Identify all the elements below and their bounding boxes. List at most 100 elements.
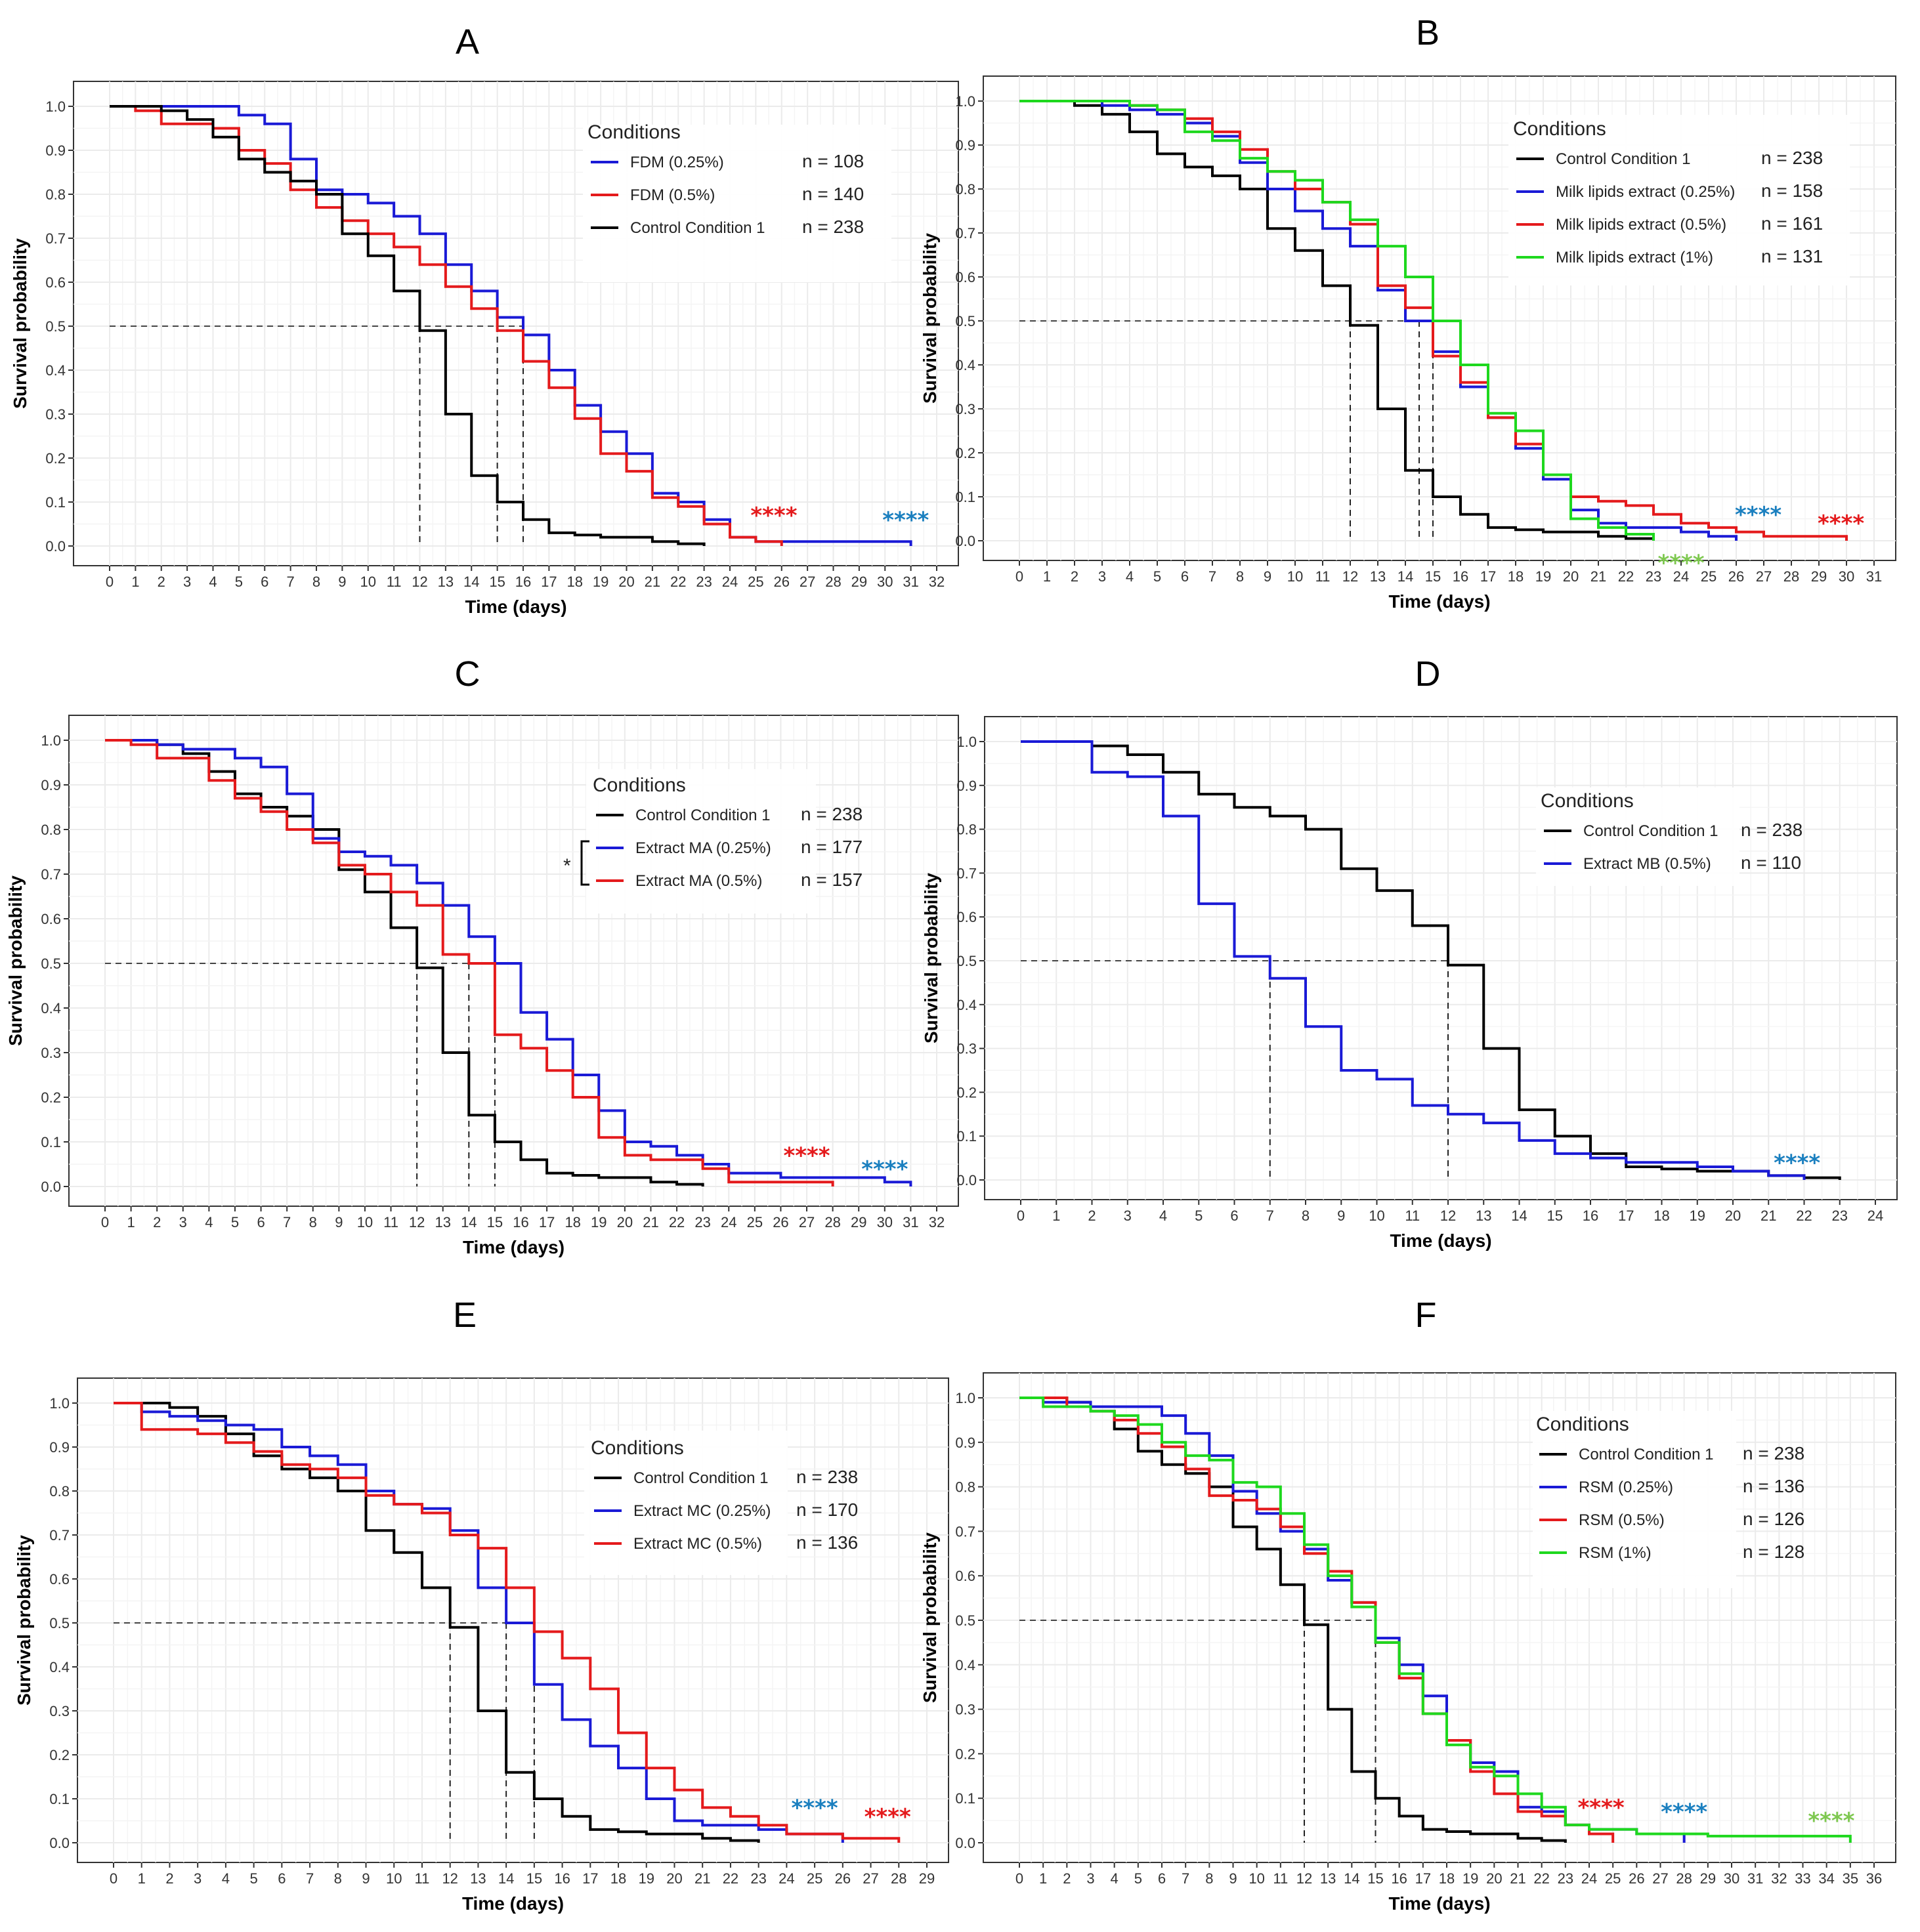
y-tick-label: 0.8 <box>49 1483 70 1500</box>
panel-letter: E <box>453 1295 477 1335</box>
y-tick-label: 0.5 <box>955 313 975 329</box>
x-tick-label: 2 <box>153 1214 161 1230</box>
x-tick-label: 21 <box>1760 1208 1776 1224</box>
x-tick-label: 7 <box>283 1214 291 1230</box>
x-tick-label: 26 <box>774 574 790 590</box>
x-tick-label: 28 <box>1783 568 1799 585</box>
y-tick-label: 0.4 <box>41 1000 61 1017</box>
y-axis-label: Survival probability <box>920 1532 940 1703</box>
x-tick-label: 17 <box>1618 1208 1634 1224</box>
y-tick-label: 0.3 <box>49 1703 70 1719</box>
x-axis-label: Time (days) <box>1388 591 1490 612</box>
significance-stars: **** <box>1578 1795 1625 1821</box>
x-tick-label: 1 <box>131 574 139 590</box>
panel-f: F0 1 2 3 4 5 6 7 8 9 10 11 12 13 14 15 16 17 18 19 20 21 22 23 2… <box>920 1295 1896 1914</box>
significance-stars: **** <box>1661 1799 1707 1826</box>
survival-curve <box>1019 100 1848 541</box>
y-tick-label: 0.0 <box>45 538 66 555</box>
survival-curve <box>1021 740 1806 1180</box>
x-tick-label: 23 <box>750 1870 766 1887</box>
y-tick-label: 0.9 <box>41 777 61 793</box>
x-tick-label: 19 <box>1690 1208 1705 1224</box>
x-tick-label: 29 <box>919 1870 935 1887</box>
y-tick-label: 0.6 <box>955 1568 975 1584</box>
x-tick-label: 16 <box>515 574 531 590</box>
x-tick-label: 21 <box>694 1870 710 1887</box>
legend-background <box>583 125 891 282</box>
legend-n: n = 238 <box>802 217 864 237</box>
panel-letter: F <box>1415 1295 1437 1335</box>
x-tick-label: 23 <box>1558 1870 1573 1887</box>
y-tick-label: 0.5 <box>45 318 66 335</box>
x-axis-label: Time (days) <box>1390 1230 1491 1251</box>
x-tick-label: 27 <box>863 1870 878 1887</box>
x-tick-label: 6 <box>278 1870 286 1887</box>
x-tick-label: 12 <box>1296 1870 1312 1887</box>
x-tick-label: 8 <box>312 574 320 590</box>
legend-background <box>586 769 816 914</box>
x-tick-label: 9 <box>1337 1208 1345 1224</box>
y-tick-label: 0.3 <box>41 1045 61 1061</box>
y-tick-label: 0.7 <box>956 865 977 881</box>
x-tick-label: 16 <box>554 1870 570 1887</box>
y-tick-label: 0.4 <box>49 1659 70 1675</box>
legend-background <box>1533 1411 1736 1588</box>
x-tick-label: 8 <box>1302 1208 1310 1224</box>
y-tick-label: 0.5 <box>956 953 977 969</box>
y-axis-label: Survival probability <box>10 238 30 409</box>
y-tick-label: 0.4 <box>955 357 975 373</box>
x-tick-label: 3 <box>183 574 191 590</box>
legend-title: Conditions <box>591 1437 684 1459</box>
x-tick-label: 23 <box>696 574 712 590</box>
y-tick-label: 1.0 <box>955 1390 975 1406</box>
y-tick-label: 0.1 <box>955 489 975 505</box>
y-axis-label: Survival probability <box>920 233 940 404</box>
panel-letter: C <box>455 654 480 694</box>
x-tick-label: 23 <box>1832 1208 1848 1224</box>
survival-curve <box>1019 100 1655 541</box>
x-tick-label: 21 <box>643 1214 658 1230</box>
legend-label: Control Condition 1 <box>1579 1446 1713 1463</box>
x-tick-label: 5 <box>249 1870 257 1887</box>
x-tick-label: 17 <box>541 574 557 590</box>
significance-stars: **** <box>1657 551 1704 577</box>
legend-label: Control Condition 1 <box>1556 150 1690 168</box>
x-tick-label: 26 <box>1629 1870 1644 1887</box>
legend-background <box>1508 115 1850 285</box>
legend-n: n = 140 <box>802 184 864 204</box>
x-tick-label: 2 <box>1071 568 1078 585</box>
legend-label: RSM (1%) <box>1579 1544 1652 1562</box>
y-tick-label: 0.6 <box>49 1571 70 1587</box>
y-tick-label: 0.5 <box>49 1615 70 1631</box>
y-tick-label: 0.8 <box>955 181 975 198</box>
x-tick-label: 2 <box>1063 1870 1071 1887</box>
legend-n: n = 128 <box>1743 1542 1804 1562</box>
x-tick-label: 5 <box>1195 1208 1203 1224</box>
x-tick-label: 29 <box>851 1214 866 1230</box>
y-tick-label: 0.3 <box>956 1041 977 1057</box>
y-tick-label: 0.6 <box>956 909 977 925</box>
x-tick-label: 24 <box>721 1214 736 1230</box>
survival-curve <box>110 105 912 546</box>
legend-title: Conditions <box>1536 1414 1629 1435</box>
x-tick-label: 12 <box>1342 568 1358 585</box>
x-tick-label: 6 <box>1230 1208 1238 1224</box>
x-tick-label: 1 <box>1039 1870 1047 1887</box>
panel-b: B0 1 2 3 4 5 6 7 8 9 10 11 12 13 14 15 16 17 18 19 20 21 22 23 2… <box>920 13 1896 612</box>
y-tick-label: 0.9 <box>45 142 66 159</box>
x-tick-label: 14 <box>498 1870 514 1887</box>
x-tick-label: 15 <box>526 1870 542 1887</box>
y-tick-label: 0.0 <box>955 1835 975 1851</box>
legend-label: Milk lipids extract (0.25%) <box>1556 183 1735 201</box>
x-tick-label: 35 <box>1843 1870 1858 1887</box>
x-tick-label: 31 <box>1866 568 1882 585</box>
y-tick-label: 0.8 <box>45 186 66 203</box>
legend-background <box>584 1431 788 1575</box>
x-tick-label: 9 <box>338 574 346 590</box>
y-tick-label: 0.9 <box>49 1439 70 1456</box>
x-tick-label: 27 <box>1652 1870 1668 1887</box>
x-tick-label: 20 <box>1563 568 1579 585</box>
x-tick-label: 20 <box>1725 1208 1741 1224</box>
x-tick-label: 16 <box>1583 1208 1598 1224</box>
y-tick-label: 0.2 <box>955 1746 975 1762</box>
